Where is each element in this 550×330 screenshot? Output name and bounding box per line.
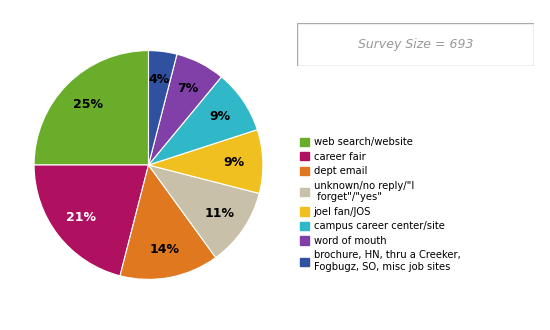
Wedge shape	[148, 165, 259, 257]
Wedge shape	[148, 54, 222, 165]
Text: 21%: 21%	[65, 211, 96, 224]
Text: Survey Size = 693: Survey Size = 693	[358, 38, 473, 51]
Text: 4%: 4%	[148, 73, 170, 86]
Wedge shape	[120, 165, 216, 280]
Text: 11%: 11%	[205, 207, 234, 220]
Text: 9%: 9%	[224, 156, 245, 169]
Wedge shape	[34, 165, 148, 276]
Text: 25%: 25%	[73, 98, 103, 111]
FancyBboxPatch shape	[297, 23, 534, 66]
Wedge shape	[148, 50, 177, 165]
Wedge shape	[148, 77, 257, 165]
Wedge shape	[148, 130, 263, 193]
Text: 9%: 9%	[209, 110, 230, 123]
Text: 7%: 7%	[177, 82, 198, 95]
Wedge shape	[34, 50, 148, 165]
Legend: web search/website, career fair, dept email, unknown/no reply/"I
 forget"/"yes",: web search/website, career fair, dept em…	[296, 134, 463, 275]
Text: 14%: 14%	[150, 243, 180, 256]
